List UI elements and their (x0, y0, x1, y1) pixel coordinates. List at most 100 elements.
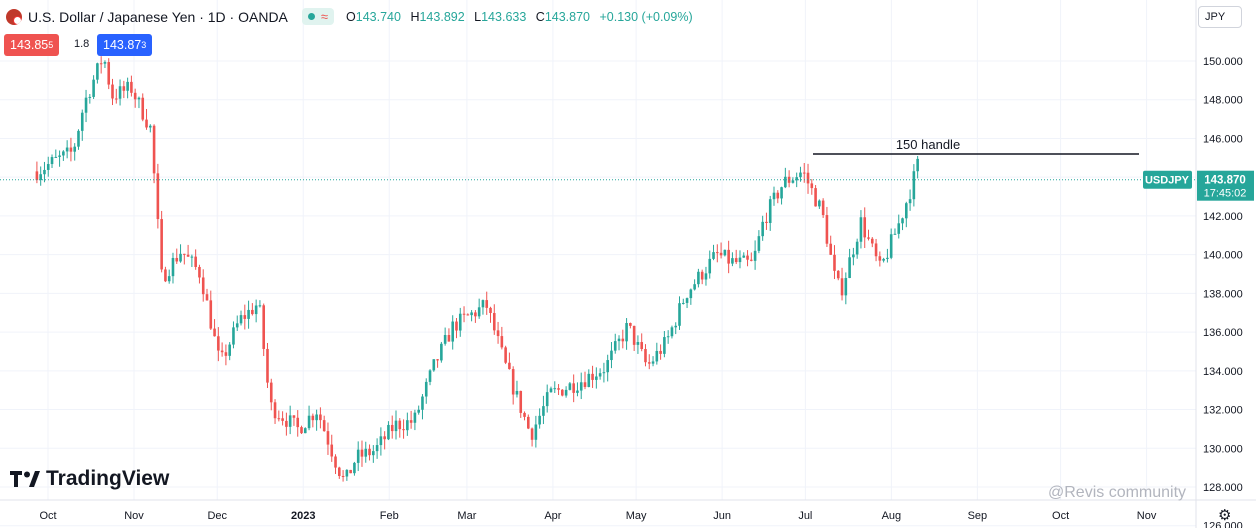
candle-up (889, 234, 893, 258)
candle-up (617, 338, 621, 342)
candle-down (107, 62, 111, 85)
candle-up (39, 174, 42, 181)
candle-down (466, 314, 470, 316)
candle-up (451, 321, 455, 342)
candle-down (262, 305, 266, 349)
candle-up (757, 236, 761, 251)
candle-down (194, 256, 197, 267)
market-status[interactable]: ≈ (301, 8, 335, 25)
candle-up (908, 199, 912, 204)
candle-down (141, 97, 145, 120)
candle-up (613, 341, 617, 351)
candle-up (470, 312, 473, 316)
candle-down (220, 350, 224, 353)
candle-down (266, 348, 269, 383)
x-tick-label: Jun (713, 510, 731, 522)
candle-down (530, 428, 534, 440)
candle-down (806, 172, 810, 184)
candle-down (69, 147, 73, 152)
candle-down (508, 362, 511, 370)
candle-down (867, 237, 870, 239)
candle-up (73, 146, 77, 152)
symbol-badge (1143, 170, 1192, 189)
candle-down (160, 219, 163, 270)
candlestick-series (35, 56, 919, 482)
candle-down (224, 352, 228, 356)
candle-down (217, 336, 220, 351)
candle-down (870, 238, 874, 244)
candle-down (716, 252, 719, 254)
candle-down (368, 448, 371, 456)
candle-down (175, 257, 179, 262)
candle-up (564, 389, 568, 396)
candle-up (424, 381, 428, 397)
y-tick-label: 148.000 (1203, 95, 1243, 107)
candle-up (254, 305, 258, 315)
candle-up (587, 373, 591, 387)
candle-down (209, 300, 213, 329)
candle-down (840, 278, 844, 296)
candle-down (326, 431, 330, 445)
tradingview-logo-icon (10, 471, 40, 487)
candle-down (409, 420, 413, 423)
candle-up (179, 253, 182, 262)
candle-down (398, 420, 402, 430)
candle-down (632, 325, 636, 345)
ohlc-open-key: O (346, 9, 356, 24)
candle-up (784, 176, 787, 188)
candle-up (598, 373, 602, 377)
candle-up (379, 436, 383, 446)
candle-up (905, 203, 908, 219)
candle-up (882, 258, 885, 261)
candle-down (485, 300, 489, 308)
candle-down (825, 215, 829, 244)
candle-down (455, 321, 458, 331)
candle-down (496, 330, 500, 337)
candle-up (171, 257, 175, 277)
candle-down (647, 362, 651, 364)
candle-up (818, 200, 821, 207)
candle-down (836, 270, 840, 279)
usd-jpy-flag-icon (6, 8, 22, 25)
candle-down (557, 388, 560, 390)
x-tick-label: Apr (544, 510, 561, 522)
ohlc-high: 143.892 (419, 9, 465, 24)
last-price-label: 143.870 (1204, 175, 1246, 187)
candle-up (689, 289, 693, 299)
candle-down (383, 436, 386, 440)
ohlc-low-key: L (474, 9, 482, 24)
candle-down (447, 335, 451, 342)
candle-up (674, 325, 678, 328)
tradingview-logo[interactable]: TradingView (10, 467, 169, 491)
candle-down (640, 342, 644, 350)
candle-up (901, 218, 904, 224)
buy-button[interactable]: 143.87 3 (97, 34, 153, 56)
candle-down (833, 254, 836, 271)
candle-down (269, 382, 273, 403)
x-tick-label: Sep (968, 510, 988, 522)
settings-gear-icon[interactable]: ⚙ (1218, 507, 1232, 524)
candle-down (281, 418, 284, 421)
candle-up (568, 383, 572, 390)
y-tick-label: 126.000 (1203, 521, 1243, 528)
candle-down (243, 315, 247, 319)
candle-up (356, 449, 360, 463)
candle-up (477, 307, 481, 317)
sell-button[interactable]: 143.85 5 (4, 34, 60, 56)
candle-down (292, 415, 296, 418)
candle-up (799, 172, 802, 178)
currency-selector[interactable]: JPY (1198, 6, 1242, 28)
candle-up (364, 448, 368, 457)
candle-up (421, 396, 424, 410)
countdown-label: 17:45:02 (1204, 188, 1247, 200)
candle-up (549, 388, 553, 393)
candle-down (360, 449, 364, 457)
candle-down (527, 416, 530, 429)
candle-up (443, 335, 447, 344)
x-tick-label: Jul (798, 510, 812, 522)
symbol-title[interactable]: U.S. Dollar / Japanese Yen · 1D · OANDA (28, 8, 288, 25)
candle-down (152, 125, 156, 174)
candle-up (54, 156, 58, 158)
